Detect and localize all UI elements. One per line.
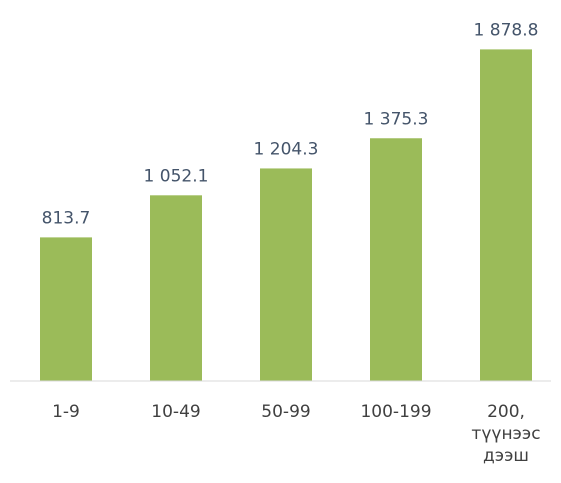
x-tick-label: 200, түүнээс дээш: [471, 402, 541, 466]
value-label: 1 052.1: [144, 166, 209, 186]
x-tick-label: 10-49: [151, 402, 201, 422]
value-label: 1 878.8: [474, 20, 539, 40]
bar: [370, 138, 422, 381]
x-tick-label: 50-99: [261, 402, 311, 422]
bar: [150, 195, 202, 381]
bar: [260, 168, 312, 381]
value-label: 813.7: [42, 208, 91, 228]
bar: [40, 237, 92, 381]
bar: [480, 49, 532, 382]
x-tick-label: 100-199: [360, 402, 432, 422]
value-label: 1 204.3: [254, 139, 319, 159]
value-label: 1 375.3: [364, 109, 429, 129]
x-tick-label: 1-9: [52, 402, 80, 422]
